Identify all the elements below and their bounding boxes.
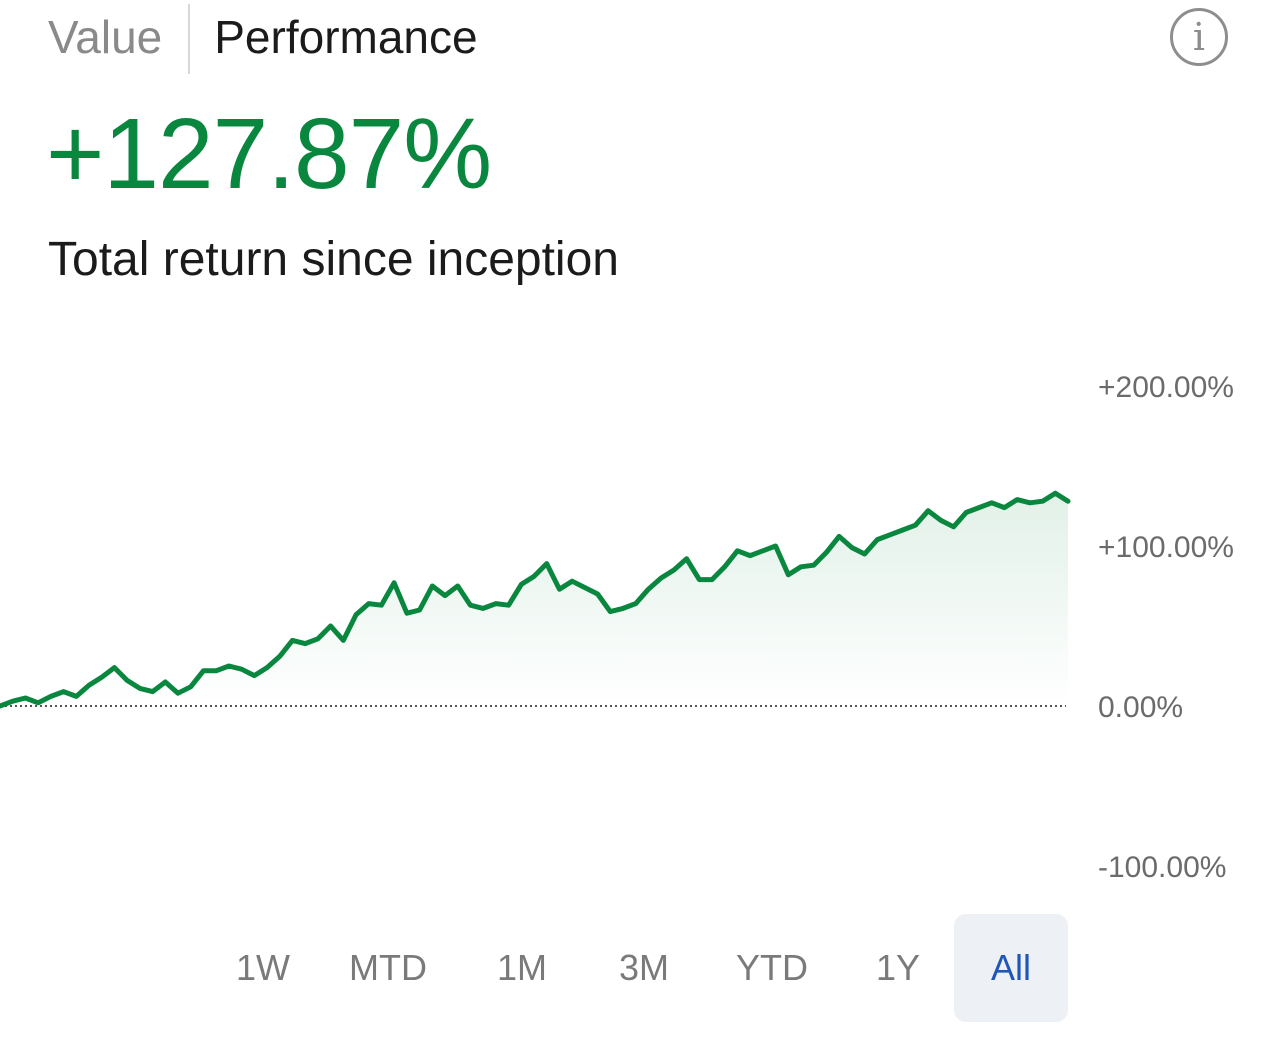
y-axis-labels: +200.00% +100.00% 0.00% -100.00%: [1098, 371, 1234, 884]
y-tick-label: -100.00%: [1098, 851, 1226, 884]
performance-chart: +200.00% +100.00% 0.00% -100.00%: [0, 371, 1234, 884]
time-range-selector: 1W MTD 1M 3M YTD 1Y All: [208, 914, 1068, 1022]
view-tabs: Value Performance: [48, 0, 478, 74]
tab-value[interactable]: Value: [48, 11, 163, 63]
info-icon[interactable]: i: [1170, 8, 1228, 66]
range-all-button[interactable]: All: [954, 914, 1068, 1022]
y-tick-label: +200.00%: [1098, 371, 1234, 404]
total-return-caption: Total return since inception: [48, 233, 619, 286]
range-ytd-button[interactable]: YTD: [736, 947, 808, 988]
range-1w-button[interactable]: 1W: [236, 947, 290, 988]
performance-line: [0, 490, 1071, 709]
range-1m-button[interactable]: 1M: [496, 947, 547, 988]
y-tick-label: +100.00%: [1098, 531, 1234, 564]
info-icon-glyph: i: [1192, 15, 1206, 59]
range-mtd-button[interactable]: MTD: [349, 947, 427, 988]
y-tick-label: 0.00%: [1098, 691, 1183, 724]
performance-area: [0, 493, 1068, 706]
range-3m-button[interactable]: 3M: [618, 947, 669, 988]
range-1y-button[interactable]: 1Y: [875, 947, 921, 988]
tab-divider: [188, 4, 191, 74]
tab-performance[interactable]: Performance: [214, 11, 478, 63]
total-return-value: +127.87%: [46, 98, 492, 210]
